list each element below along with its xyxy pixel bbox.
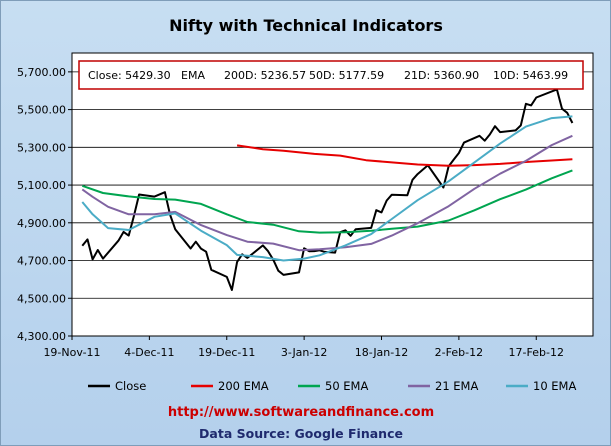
- info-ema50: 50D: 5177.59: [309, 69, 384, 82]
- legend-label: 10 EMA: [533, 379, 576, 393]
- y-tick-label: 5,100.00: [17, 179, 66, 192]
- y-tick-label: 5,700.00: [17, 66, 66, 79]
- legend-label: Close: [115, 379, 146, 393]
- legend-label: 200 EMA: [218, 379, 269, 393]
- chart-title: Nifty with Technical Indicators: [169, 16, 443, 35]
- x-tick-label: 4-Dec-11: [124, 346, 174, 359]
- x-tick-label: 18-Jan-12: [355, 346, 409, 359]
- info-ema: EMA: [181, 69, 205, 82]
- y-tick-label: 5,300.00: [17, 141, 66, 154]
- legend-label: 50 EMA: [325, 379, 368, 393]
- x-tick-label: 2-Feb-12: [435, 346, 483, 359]
- y-tick-label: 4,300.00: [17, 330, 66, 343]
- series-layer: [81, 88, 574, 291]
- grid-lines: [72, 71, 593, 337]
- y-axis-ticks: 4,300.00 4,500.00 4,700.00 4,900.00 5,100.00…: [17, 66, 72, 343]
- data-source-note: Data Source: Google Finance: [199, 426, 403, 441]
- y-tick-label: 4,500.00: [17, 292, 66, 305]
- y-tick-label: 4,900.00: [17, 217, 66, 230]
- x-axis-ticks: 19-Nov-11 4-Dec-11 19-Dec-11 3-Jan-12 18-Jan…: [43, 336, 564, 359]
- series-line-21-ema: [81, 134, 573, 252]
- info-close: Close: 5429.30: [88, 69, 171, 82]
- legend: Close 200 EMA 50 EMA 21 EMA 10 EMA: [88, 379, 576, 393]
- series-line-10-ema: [81, 115, 573, 262]
- x-tick-label: 19-Dec-11: [198, 346, 255, 359]
- series-line-50-ema: [81, 169, 573, 234]
- y-tick-label: 4,700.00: [17, 255, 66, 268]
- legend-label: 21 EMA: [435, 379, 478, 393]
- y-tick-label: 5,500.00: [17, 104, 66, 117]
- series-line-close: [81, 88, 574, 291]
- info-ema21: 21D: 5360.90: [404, 69, 479, 82]
- info-ema200: 200D: 5236.57: [224, 69, 306, 82]
- info-ema10: 10D: 5463.99: [493, 69, 568, 82]
- x-tick-label: 19-Nov-11: [43, 346, 100, 359]
- info-box: [78, 60, 584, 90]
- x-tick-label: 17-Feb-12: [509, 346, 564, 359]
- source-url[interactable]: http://www.softwareandfinance.com: [168, 405, 434, 420]
- x-tick-label: 3-Jan-12: [281, 346, 328, 359]
